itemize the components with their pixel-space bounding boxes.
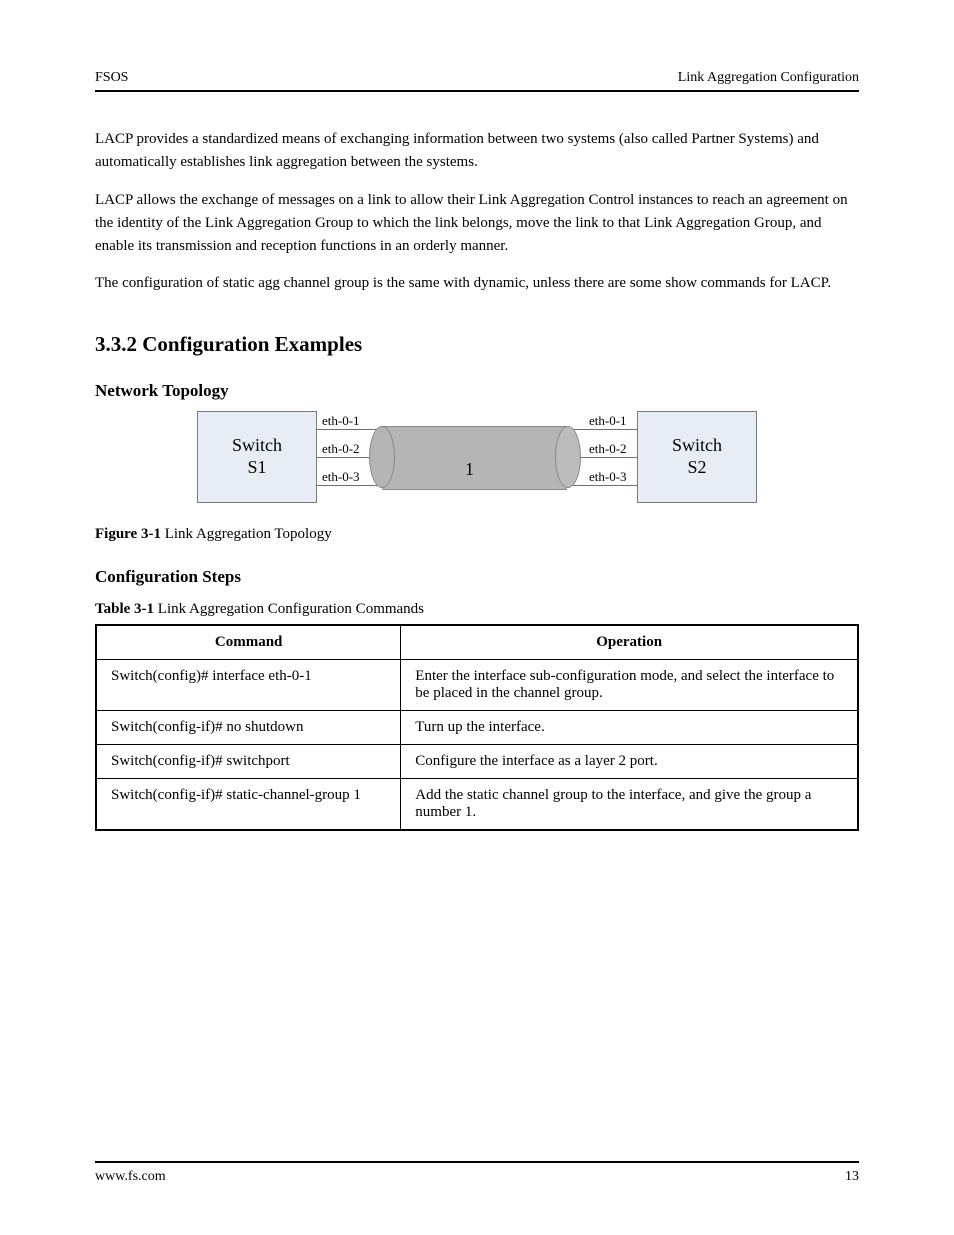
table-header-command: Command (96, 625, 401, 660)
table-cell-operation: Turn up the interface. (401, 710, 858, 744)
link-label-right-3: eth-0-3 (589, 469, 627, 485)
footer-left: www.fs.com (95, 1169, 166, 1185)
page-footer-block: www.fs.com 13 (95, 1143, 859, 1185)
switch-box-left: Switch S1 (197, 411, 317, 503)
intro-paragraph-3: The configuration of static agg channel … (95, 272, 859, 295)
table-cell-operation: Enter the interface sub-configuration mo… (401, 659, 858, 710)
switch-left-label-2: S1 (247, 457, 266, 479)
table-cell-command: Switch(config)# interface eth-0-1 (96, 659, 401, 710)
link-label-left-1: eth-0-1 (322, 413, 360, 429)
header-rule (95, 90, 859, 92)
switch-right-label-2: S2 (687, 457, 706, 479)
agg-cylinder-cap-right (555, 426, 581, 488)
table-cell-command: Switch(config-if)# no shutdown (96, 710, 401, 744)
section-heading-topology: Network Topology (95, 381, 859, 401)
figure-caption-prefix: Figure 3-1 (95, 526, 161, 542)
footer-right: 13 (845, 1169, 859, 1185)
switch-right-label-1: Switch (672, 435, 722, 457)
intro-paragraph-1: LACP provides a standardized means of ex… (95, 128, 859, 175)
table-cell-command: Switch(config-if)# static-channel-group … (96, 778, 401, 830)
agg-group-number: 1 (465, 459, 474, 480)
table-header-row: Command Operation (96, 625, 858, 660)
link-label-right-1: eth-0-1 (589, 413, 627, 429)
link-aggregation-diagram: eth-0-1 eth-0-2 eth-0-3 eth-0-1 eth-0-2 … (197, 411, 757, 509)
table-cell-command: Switch(config-if)# switchport (96, 744, 401, 778)
figure: eth-0-1 eth-0-2 eth-0-3 eth-0-1 eth-0-2 … (95, 411, 859, 514)
table-caption: Table 3-1 Link Aggregation Configuration… (95, 601, 859, 618)
page-footer: www.fs.com 13 (95, 1169, 859, 1185)
commands-table: Command Operation Switch(config)# interf… (95, 624, 859, 831)
footer-rule (95, 1161, 859, 1163)
agg-cylinder-body (382, 426, 567, 490)
section-heading-examples: 3.3.2 Configuration Examples (95, 332, 859, 357)
figure-caption-text: Link Aggregation Topology (165, 526, 332, 542)
switch-box-right: Switch S2 (637, 411, 757, 503)
section-heading-steps: Configuration Steps (95, 567, 859, 587)
table-cell-operation: Configure the interface as a layer 2 por… (401, 744, 858, 778)
intro-paragraph-2: LACP allows the exchange of messages on … (95, 189, 859, 259)
table-row: Switch(config-if)# switchport Configure … (96, 744, 858, 778)
table-row: Switch(config-if)# no shutdown Turn up t… (96, 710, 858, 744)
link-label-left-3: eth-0-3 (322, 469, 360, 485)
table-caption-text: Link Aggregation Configuration Commands (158, 601, 424, 617)
table-row: Switch(config-if)# static-channel-group … (96, 778, 858, 830)
figure-caption: Figure 3-1 Link Aggregation Topology (95, 526, 859, 543)
link-label-right-2: eth-0-2 (589, 441, 627, 457)
table-cell-operation: Add the static channel group to the inte… (401, 778, 858, 830)
agg-cylinder-cap-left (369, 426, 395, 488)
switch-left-label-1: Switch (232, 435, 282, 457)
header-left: FSOS (95, 70, 128, 86)
header-right: Link Aggregation Configuration (678, 70, 859, 86)
table-header-operation: Operation (401, 625, 858, 660)
page-header: FSOS Link Aggregation Configuration (95, 70, 859, 86)
table-caption-prefix: Table 3-1 (95, 601, 154, 617)
link-label-left-2: eth-0-2 (322, 441, 360, 457)
table-row: Switch(config)# interface eth-0-1 Enter … (96, 659, 858, 710)
page: FSOS Link Aggregation Configuration LACP… (0, 0, 954, 1235)
